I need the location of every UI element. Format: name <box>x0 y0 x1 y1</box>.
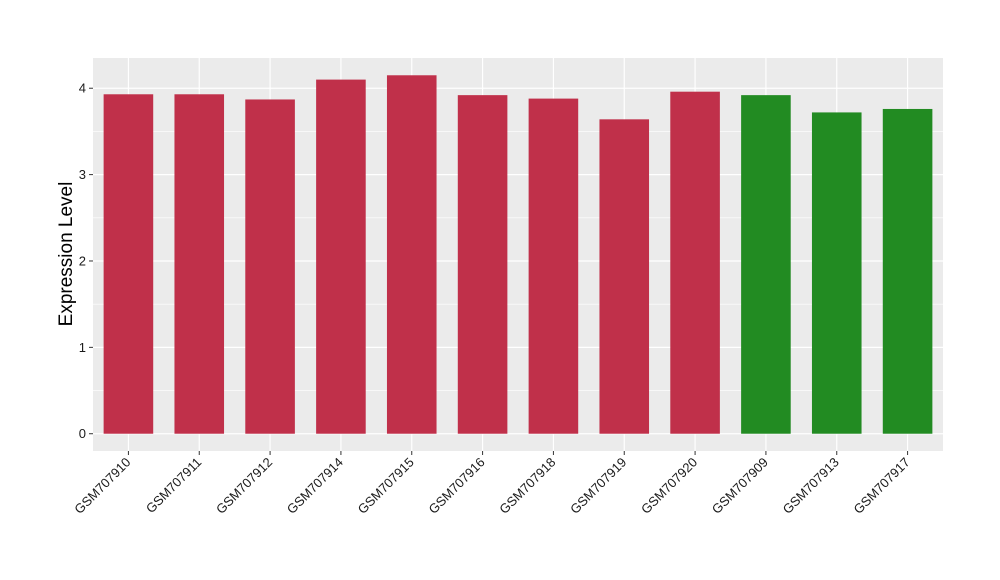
y-tick-label: 0 <box>79 426 86 441</box>
bar-gsm707909 <box>741 95 791 434</box>
x-tick-label: GSM707911 <box>143 455 205 517</box>
bar-gsm707914 <box>316 79 366 434</box>
x-tick-label: GSM707915 <box>355 455 417 517</box>
y-tick-label: 3 <box>79 167 86 182</box>
x-tick-label: GSM707919 <box>567 455 629 517</box>
x-axis: GSM707910 GSM707911 GSM707912 GSM707914 GSM7… <box>71 451 913 517</box>
x-tick-label: GSM707917 <box>850 455 912 517</box>
x-tick-label: GSM707909 <box>709 455 771 517</box>
bar-gsm707911 <box>174 94 225 434</box>
x-tick-label: GSM707912 <box>213 455 275 517</box>
x-tick-label: GSM707920 <box>638 455 700 517</box>
minor-gridlines <box>93 131 943 391</box>
x-tick-label: GSM707913 <box>780 455 842 517</box>
plot-panel <box>93 58 943 451</box>
bar-gsm707913 <box>811 112 862 434</box>
bar-gsm707919 <box>599 119 650 434</box>
y-tick-label: 4 <box>79 81 86 96</box>
x-tick-label: GSM707910 <box>71 455 133 517</box>
y-axis-title: Expression Level <box>56 182 77 327</box>
x-tick-label: GSM707916 <box>425 455 487 517</box>
x-tick-label: GSM707918 <box>496 455 558 517</box>
bar-gsm707910 <box>103 94 154 434</box>
bar-gsm707915 <box>386 75 437 434</box>
x-tick-label: GSM707914 <box>284 455 346 517</box>
bar-gsm707912 <box>245 99 295 434</box>
y-axis: 0 1 2 3 4 <box>79 81 93 441</box>
bar-gsm707916 <box>457 95 508 434</box>
y-tick-label: 2 <box>79 253 86 268</box>
bar-gsm707920 <box>670 91 720 434</box>
bar-gsm707918 <box>528 98 579 434</box>
y-tick-label: 1 <box>79 340 86 355</box>
bar-gsm707917 <box>882 108 933 434</box>
bars <box>103 75 933 434</box>
